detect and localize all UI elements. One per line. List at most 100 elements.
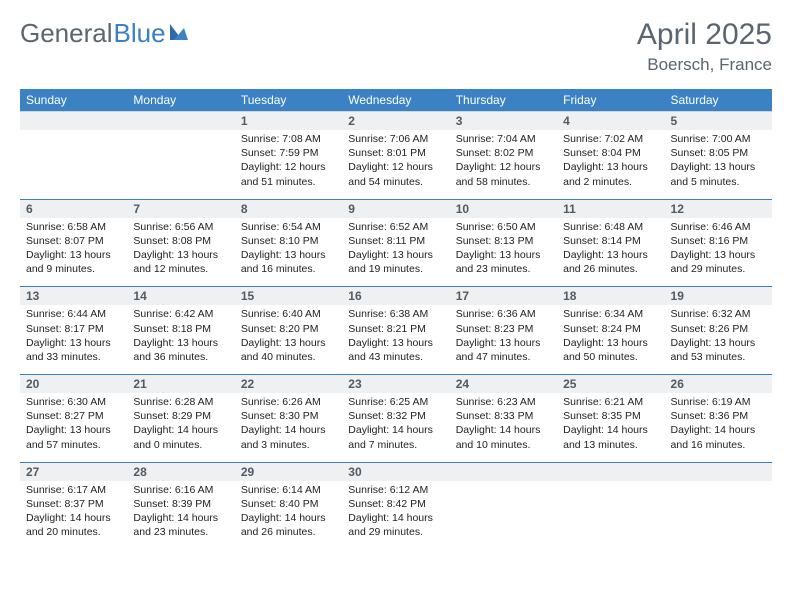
daynum: 15 — [235, 287, 342, 306]
sunset: Sunset: 8:26 PM — [671, 322, 766, 336]
daynum: 19 — [665, 287, 772, 306]
day-header-row: Sunday Monday Tuesday Wednesday Thursday… — [20, 89, 772, 112]
daylight-1: Daylight: 13 hours — [456, 336, 551, 350]
sunset: Sunset: 8:20 PM — [241, 322, 336, 336]
sunset: Sunset: 8:40 PM — [241, 497, 336, 511]
day-cell: Sunrise: 6:44 AMSunset: 8:17 PMDaylight:… — [20, 305, 127, 374]
daylight-2: and 36 minutes. — [133, 350, 228, 364]
daylight-2: and 12 minutes. — [133, 262, 228, 276]
sunset: Sunset: 8:24 PM — [563, 322, 658, 336]
sunrise: Sunrise: 6:19 AM — [671, 395, 766, 409]
sunrise: Sunrise: 6:46 AM — [671, 220, 766, 234]
daylight-1: Daylight: 13 hours — [456, 248, 551, 262]
daylight-1: Daylight: 13 hours — [671, 248, 766, 262]
data-row: Sunrise: 7:08 AMSunset: 7:59 PMDaylight:… — [20, 130, 772, 199]
sunset: Sunset: 8:35 PM — [563, 409, 658, 423]
day-cell — [665, 481, 772, 550]
sunset: Sunset: 8:07 PM — [26, 234, 121, 248]
sunset: Sunset: 8:37 PM — [26, 497, 121, 511]
daylight-2: and 40 minutes. — [241, 350, 336, 364]
daylight-1: Daylight: 14 hours — [348, 511, 443, 525]
dayhead-thu: Thursday — [450, 89, 557, 112]
sunset: Sunset: 8:18 PM — [133, 322, 228, 336]
daylight-1: Daylight: 12 hours — [241, 160, 336, 174]
sunset: Sunset: 8:27 PM — [26, 409, 121, 423]
daynum: 22 — [235, 375, 342, 394]
sunset: Sunset: 8:16 PM — [671, 234, 766, 248]
sunrise: Sunrise: 6:58 AM — [26, 220, 121, 234]
daynum: 28 — [127, 462, 234, 481]
day-cell — [127, 130, 234, 199]
daylight-2: and 13 minutes. — [563, 438, 658, 452]
daylight-2: and 0 minutes. — [133, 438, 228, 452]
sunrise: Sunrise: 6:25 AM — [348, 395, 443, 409]
sunrise: Sunrise: 7:04 AM — [456, 132, 551, 146]
daynum: 8 — [235, 199, 342, 218]
daylight-2: and 7 minutes. — [348, 438, 443, 452]
daylight-2: and 5 minutes. — [671, 175, 766, 189]
logo: GeneralBlue — [20, 18, 190, 49]
dayhead-sun: Sunday — [20, 89, 127, 112]
daylight-2: and 23 minutes. — [133, 525, 228, 539]
day-cell: Sunrise: 6:56 AMSunset: 8:08 PMDaylight:… — [127, 218, 234, 287]
daylight-1: Daylight: 14 hours — [671, 423, 766, 437]
day-cell — [450, 481, 557, 550]
day-cell: Sunrise: 7:08 AMSunset: 7:59 PMDaylight:… — [235, 130, 342, 199]
daylight-1: Daylight: 12 hours — [456, 160, 551, 174]
sunset: Sunset: 8:42 PM — [348, 497, 443, 511]
daylight-1: Daylight: 13 hours — [671, 336, 766, 350]
sunset: Sunset: 8:17 PM — [26, 322, 121, 336]
daylight-1: Daylight: 13 hours — [26, 336, 121, 350]
daynum: 14 — [127, 287, 234, 306]
daylight-2: and 47 minutes. — [456, 350, 551, 364]
daylight-1: Daylight: 13 hours — [671, 160, 766, 174]
daynum: 18 — [557, 287, 664, 306]
sunrise: Sunrise: 6:26 AM — [241, 395, 336, 409]
day-cell: Sunrise: 7:00 AMSunset: 8:05 PMDaylight:… — [665, 130, 772, 199]
day-cell: Sunrise: 6:19 AMSunset: 8:36 PMDaylight:… — [665, 393, 772, 462]
day-cell: Sunrise: 6:50 AMSunset: 8:13 PMDaylight:… — [450, 218, 557, 287]
sunset: Sunset: 8:01 PM — [348, 146, 443, 160]
day-cell: Sunrise: 6:36 AMSunset: 8:23 PMDaylight:… — [450, 305, 557, 374]
daylight-2: and 50 minutes. — [563, 350, 658, 364]
sunrise: Sunrise: 6:14 AM — [241, 483, 336, 497]
day-cell: Sunrise: 6:48 AMSunset: 8:14 PMDaylight:… — [557, 218, 664, 287]
daynum: 5 — [665, 112, 772, 131]
day-cell: Sunrise: 6:30 AMSunset: 8:27 PMDaylight:… — [20, 393, 127, 462]
daylight-1: Daylight: 14 hours — [348, 423, 443, 437]
day-cell: Sunrise: 7:02 AMSunset: 8:04 PMDaylight:… — [557, 130, 664, 199]
daylight-1: Daylight: 13 hours — [348, 248, 443, 262]
sunrise: Sunrise: 6:42 AM — [133, 307, 228, 321]
daynum-row: 13141516171819 — [20, 287, 772, 306]
daynum: 2 — [342, 112, 449, 131]
sunset: Sunset: 8:02 PM — [456, 146, 551, 160]
sunrise: Sunrise: 6:16 AM — [133, 483, 228, 497]
page: GeneralBlue April 2025 Boersch, France S… — [0, 0, 792, 559]
sunset: Sunset: 8:39 PM — [133, 497, 228, 511]
sunrise: Sunrise: 6:12 AM — [348, 483, 443, 497]
sunset: Sunset: 8:05 PM — [671, 146, 766, 160]
daylight-2: and 58 minutes. — [456, 175, 551, 189]
daylight-2: and 57 minutes. — [26, 438, 121, 452]
daylight-1: Daylight: 13 hours — [241, 336, 336, 350]
daylight-2: and 3 minutes. — [241, 438, 336, 452]
sunset: Sunset: 8:14 PM — [563, 234, 658, 248]
location: Boersch, France — [637, 55, 772, 75]
dayhead-sat: Saturday — [665, 89, 772, 112]
daynum: 17 — [450, 287, 557, 306]
day-cell: Sunrise: 6:17 AMSunset: 8:37 PMDaylight:… — [20, 481, 127, 550]
day-cell: Sunrise: 6:16 AMSunset: 8:39 PMDaylight:… — [127, 481, 234, 550]
daylight-2: and 53 minutes. — [671, 350, 766, 364]
daylight-2: and 2 minutes. — [563, 175, 658, 189]
day-cell — [20, 130, 127, 199]
daylight-1: Daylight: 13 hours — [563, 160, 658, 174]
daylight-1: Daylight: 13 hours — [563, 248, 658, 262]
daynum — [557, 462, 664, 481]
daylight-1: Daylight: 14 hours — [26, 511, 121, 525]
daylight-2: and 43 minutes. — [348, 350, 443, 364]
sunset: Sunset: 8:21 PM — [348, 322, 443, 336]
sunset: Sunset: 8:10 PM — [241, 234, 336, 248]
sunset: Sunset: 7:59 PM — [241, 146, 336, 160]
sunrise: Sunrise: 6:32 AM — [671, 307, 766, 321]
day-cell: Sunrise: 6:23 AMSunset: 8:33 PMDaylight:… — [450, 393, 557, 462]
